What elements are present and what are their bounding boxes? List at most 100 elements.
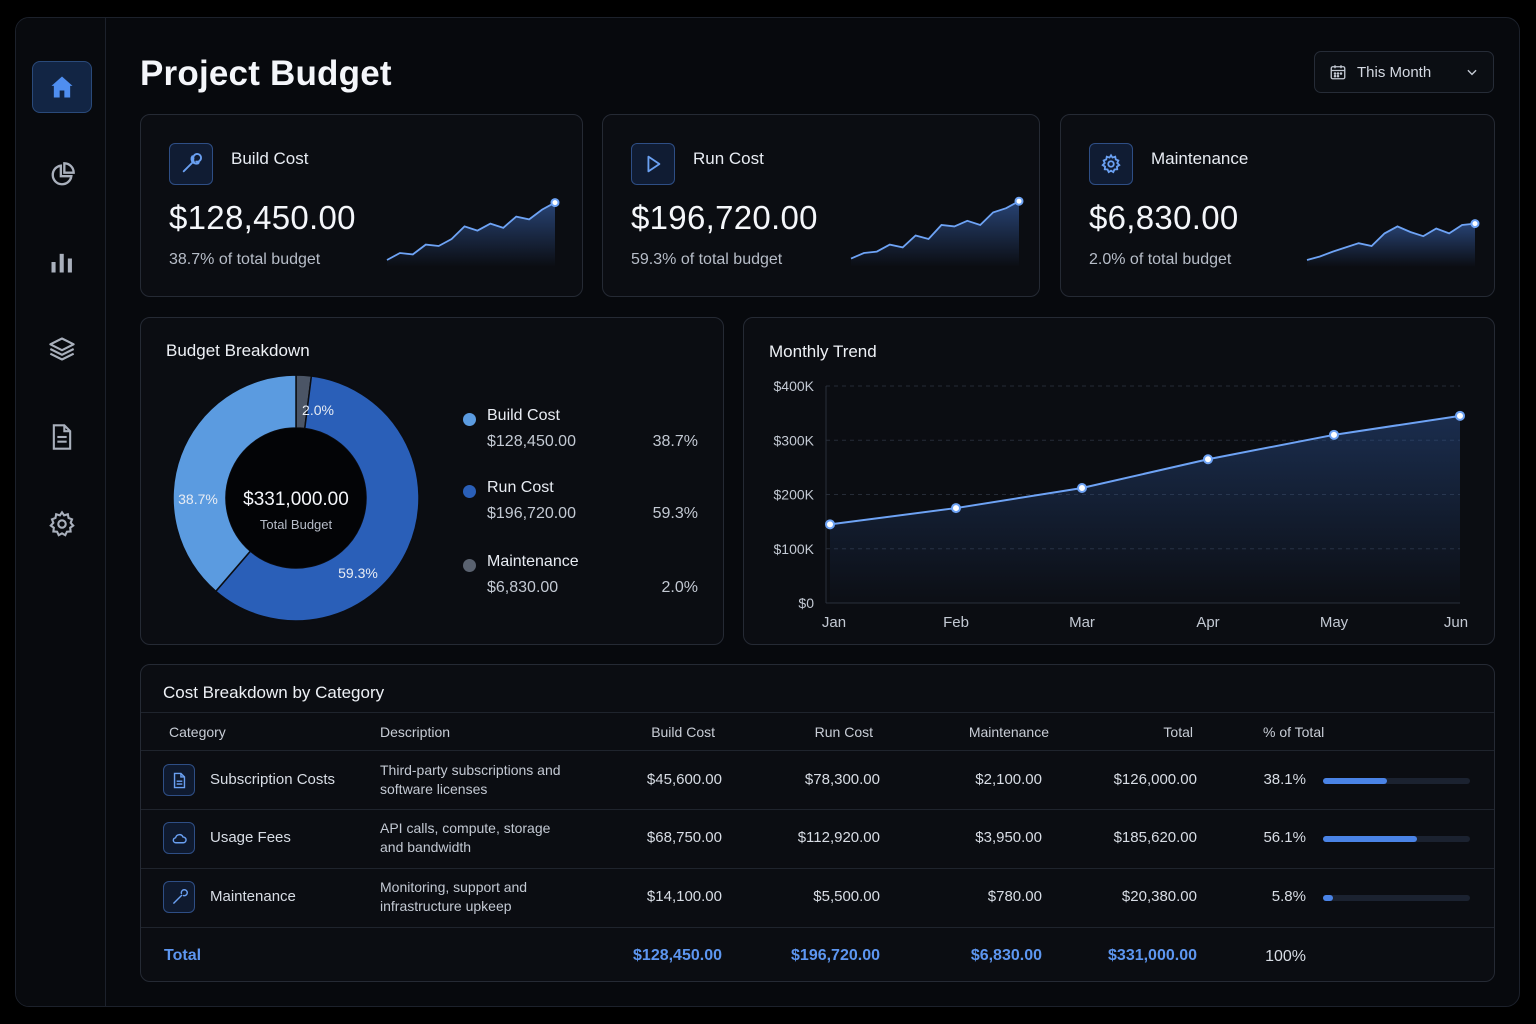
trend-point-mar[interactable] bbox=[1077, 482, 1087, 493]
sparkline-end-point bbox=[1014, 196, 1024, 206]
app-window: Project Budget This Month Build Cost $12… bbox=[15, 17, 1520, 1007]
legend-amount: $128,450.00 bbox=[487, 433, 576, 450]
trend-point-apr[interactable] bbox=[1203, 454, 1213, 465]
kpi-label: Maintenance bbox=[1151, 149, 1249, 168]
page-title: Project Budget bbox=[140, 54, 392, 93]
trend-point-may[interactable] bbox=[1329, 429, 1339, 440]
table-row[interactable]: Subscription Costs Third-party subscript… bbox=[141, 751, 1494, 809]
cell-total: $20,380.00 bbox=[1121, 888, 1197, 905]
layers-icon bbox=[49, 337, 75, 361]
legend-dot bbox=[463, 413, 476, 426]
sidebar-item-reports[interactable] bbox=[32, 149, 92, 201]
sparkline-line bbox=[1306, 222, 1476, 261]
description-line: infrastructure upkeep bbox=[380, 898, 512, 914]
kpi-label: Build Cost bbox=[231, 149, 309, 168]
y-tick-label: $400K bbox=[774, 378, 815, 394]
column-header-run-cost[interactable]: Run Cost bbox=[814, 724, 873, 740]
table-row[interactable]: Maintenance Monitoring, support and infra… bbox=[141, 869, 1494, 927]
sidebar-item-analytics[interactable] bbox=[32, 236, 92, 288]
budget-breakdown-card: Budget Breakdown $331,000.00 Total Budge… bbox=[140, 317, 724, 645]
sidebar-item-documents[interactable] bbox=[32, 411, 92, 463]
sidebar bbox=[16, 18, 106, 1006]
cell-build-cost: $14,100.00 bbox=[646, 888, 722, 905]
column-header-maintenance[interactable]: Maintenance bbox=[968, 724, 1049, 740]
kpi-card-run-cost: Run Cost $196,720.00 59.3% of total budg… bbox=[602, 114, 1040, 297]
legend-amount: $6,830.00 bbox=[487, 579, 559, 596]
legend-item-build-cost: Build Cost $128,450.00 38.7% bbox=[463, 407, 698, 457]
donut-label-run-cost: 59.3% bbox=[338, 565, 378, 581]
cell-description: API calls, compute, storage and bandwidth bbox=[380, 819, 590, 857]
donut-chart: $331,000.00 Total Budget 2.0% 38.7% 59.3… bbox=[172, 374, 420, 622]
cell-category: Maintenance bbox=[210, 888, 296, 905]
column-header-total[interactable]: Total bbox=[1163, 724, 1193, 740]
total-pct: 100% bbox=[1265, 948, 1306, 965]
legend-dot bbox=[463, 485, 476, 498]
kpi-label: Run Cost bbox=[693, 149, 764, 168]
y-tick-label: $0 bbox=[798, 595, 814, 611]
kpi-card-maintenance: Maintenance $6,830.00 2.0% of total budg… bbox=[1060, 114, 1495, 297]
trend-line bbox=[829, 414, 1461, 526]
date-filter-dropdown[interactable]: This Month bbox=[1314, 51, 1494, 93]
trend-point-jan[interactable] bbox=[825, 519, 835, 530]
kpi-value: $6,830.00 bbox=[1089, 199, 1239, 236]
pct-bar-track bbox=[1323, 778, 1470, 784]
total-total: $331,000.00 bbox=[1108, 947, 1197, 964]
column-header-description[interactable]: Description bbox=[380, 724, 451, 740]
kpi-sparkline bbox=[386, 198, 560, 267]
pct-bar-fill bbox=[1323, 895, 1333, 901]
monthly-trend-title: Monthly Trend bbox=[769, 342, 877, 361]
sparkline-line bbox=[850, 200, 1020, 260]
gear-icon bbox=[49, 510, 75, 537]
cell-maintenance: $3,950.00 bbox=[975, 829, 1042, 846]
gear-icon bbox=[1101, 153, 1121, 174]
pct-bar-fill bbox=[1323, 836, 1417, 842]
divider bbox=[141, 712, 1494, 713]
column-header-pct-total[interactable]: % of Total bbox=[1263, 724, 1325, 740]
cell-total: $185,620.00 bbox=[1113, 829, 1197, 846]
cell-maintenance: $2,100.00 bbox=[975, 771, 1042, 788]
cell-pct: 5.8% bbox=[1271, 888, 1306, 905]
total-label: Total bbox=[164, 947, 202, 964]
kpi-value: $128,450.00 bbox=[169, 199, 356, 236]
kpi-icon-box bbox=[169, 143, 213, 185]
cell-pct: 38.1% bbox=[1263, 771, 1306, 788]
table-title: Cost Breakdown by Category bbox=[163, 683, 385, 702]
play-icon bbox=[647, 155, 661, 173]
x-tick-label: May bbox=[1320, 614, 1349, 631]
divider bbox=[141, 750, 1494, 751]
description-line: API calls, compute, storage bbox=[380, 820, 551, 836]
cell-run-cost: $78,300.00 bbox=[804, 771, 880, 788]
kpi-sparkline bbox=[850, 196, 1024, 267]
legend-dot bbox=[463, 559, 476, 572]
cell-build-cost: $68,750.00 bbox=[646, 829, 722, 846]
pct-bar-track bbox=[1323, 895, 1470, 901]
x-tick-label: Feb bbox=[943, 614, 969, 631]
legend-pct: 59.3% bbox=[652, 505, 698, 522]
sidebar-item-settings[interactable] bbox=[32, 498, 92, 550]
budget-breakdown-title: Budget Breakdown bbox=[166, 341, 310, 360]
column-header-build-cost[interactable]: Build Cost bbox=[651, 724, 715, 740]
sidebar-item-home[interactable] bbox=[32, 61, 92, 113]
sparkline-area bbox=[851, 201, 1019, 267]
cost-breakdown-table: Cost Breakdown by Category Category Desc… bbox=[140, 664, 1495, 982]
trend-point-feb[interactable] bbox=[951, 503, 961, 514]
legend-pct: 38.7% bbox=[652, 433, 698, 450]
home-icon bbox=[51, 76, 73, 98]
description-line: Third-party subscriptions and bbox=[380, 762, 561, 778]
main-content: Project Budget This Month Build Cost $12… bbox=[106, 18, 1519, 1006]
cell-total: $126,000.00 bbox=[1113, 771, 1197, 788]
column-header-category[interactable]: Category bbox=[169, 724, 226, 740]
table-row[interactable]: Usage Fees API calls, compute, storage an… bbox=[141, 810, 1494, 868]
kpi-sparkline bbox=[1306, 219, 1480, 267]
x-tick-label: Jun bbox=[1444, 614, 1468, 631]
sparkline-area bbox=[1307, 223, 1475, 267]
cell-build-cost: $45,600.00 bbox=[646, 771, 722, 788]
legend-name: Maintenance bbox=[487, 553, 579, 570]
sidebar-item-layers[interactable] bbox=[32, 323, 92, 375]
trend-point-jun[interactable] bbox=[1455, 410, 1465, 421]
calendar-icon bbox=[1330, 65, 1346, 80]
kpi-subtext: 38.7% of total budget bbox=[169, 251, 321, 268]
sparkline-end-point bbox=[1470, 219, 1480, 229]
description-line: software licenses bbox=[380, 781, 488, 797]
x-tick-label: Mar bbox=[1069, 614, 1095, 631]
